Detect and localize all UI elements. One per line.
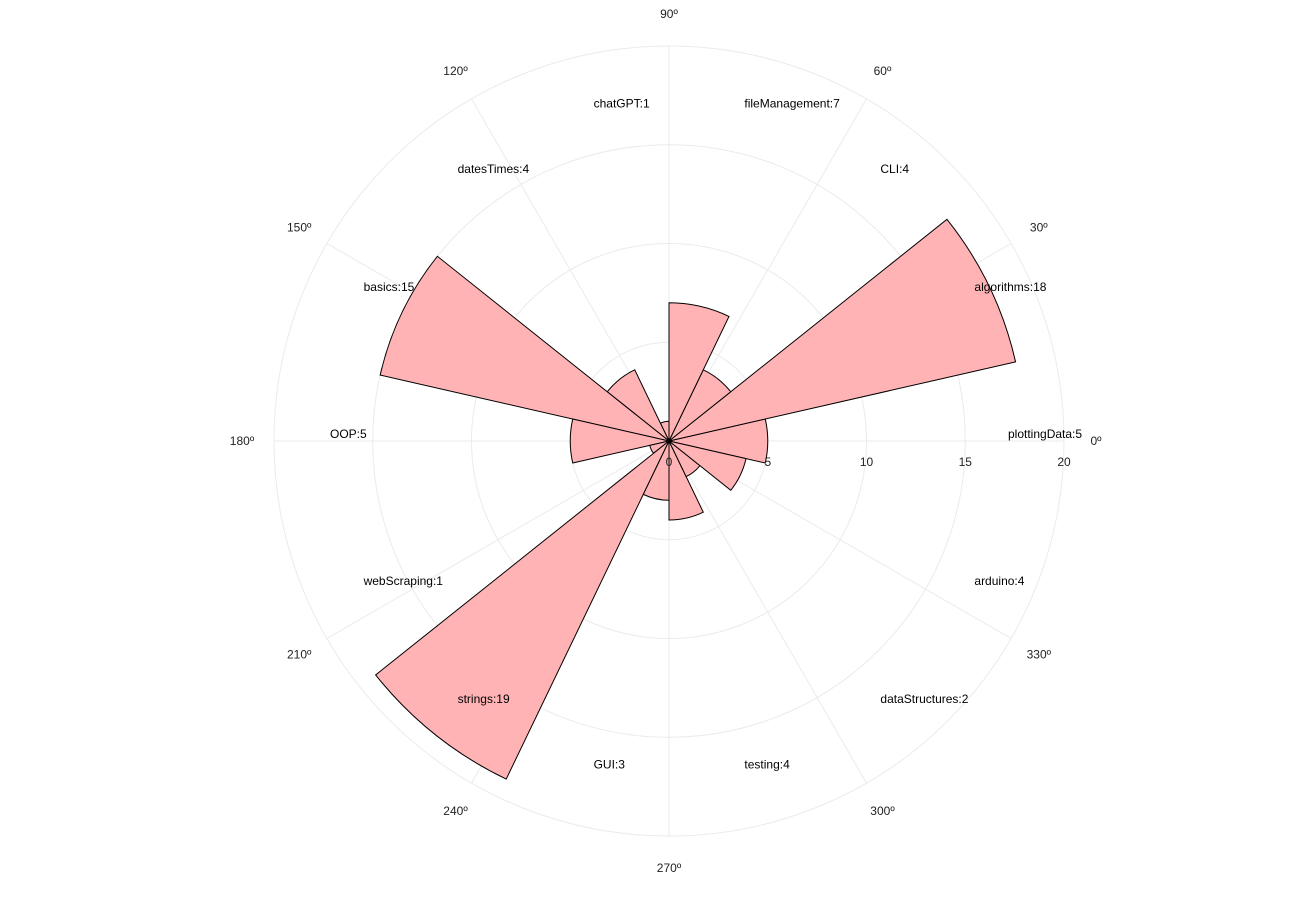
petal-fileManagement — [668, 302, 730, 442]
grid-spoke-300 — [668, 440, 867, 784]
angle-tick-label-60: 60º — [874, 64, 892, 78]
category-label-testing: testing:4 — [744, 758, 790, 772]
angle-tick-label-30: 30º — [1030, 221, 1048, 235]
radial-tick-label-5: 5 — [764, 455, 771, 469]
category-label-arduino: arduino:4 — [974, 574, 1024, 588]
radial-tick-label-20: 20 — [1057, 455, 1071, 469]
category-label-algorithms: algorithms:18 — [974, 280, 1046, 294]
petal-series — [374, 218, 1017, 780]
category-label-chatGPT: chatGPT:1 — [594, 97, 650, 111]
category-label-basics: basics:15 — [364, 280, 415, 294]
category-label-CLI: CLI:4 — [880, 162, 909, 176]
petal-algorithms — [668, 218, 1017, 442]
radial-tick-label-10: 10 — [860, 455, 874, 469]
angular-axis: 0º 30º 60º 90º 120º 150º 180º 210º 240º 270º 300º 3… — [230, 7, 1102, 875]
grid-spoke-210 — [326, 440, 670, 639]
angle-tick-label-0: 0º — [1090, 434, 1102, 448]
category-label-OOP: OOP:5 — [330, 427, 367, 441]
category-label-dataStructures: dataStructures:2 — [880, 692, 968, 706]
angle-tick-label-90: 90º — [660, 7, 678, 21]
petal-testing — [668, 440, 704, 521]
category-label-GUI: GUI:3 — [594, 758, 626, 772]
category-label-plottingData: plottingData:5 — [1008, 427, 1082, 441]
angle-tick-label-270: 270º — [657, 861, 682, 875]
category-label-webScraping: webScraping:1 — [363, 574, 444, 588]
angle-tick-label-120: 120º — [443, 64, 468, 78]
angle-tick-label-300: 300º — [870, 804, 895, 818]
category-label-datesTimes: datesTimes:4 — [458, 162, 530, 176]
petal-basics — [379, 255, 670, 442]
radial-tick-label-0: 0 — [666, 455, 673, 469]
angle-tick-label-180: 180º — [230, 434, 255, 448]
petal-strings — [374, 440, 670, 780]
petal-OOP — [569, 418, 670, 464]
radial-tick-label-15: 15 — [959, 455, 973, 469]
category-labels: plottingData:5 algorithms:18 CLI:4 fileMana… — [330, 97, 1082, 772]
angle-tick-label-240: 240º — [443, 804, 468, 818]
petal-arduino — [668, 440, 747, 491]
radial-axis: 0 5 10 15 20 — [666, 455, 1071, 469]
angle-tick-label-150: 150º — [287, 221, 312, 235]
angle-tick-label-330: 330º — [1027, 648, 1052, 662]
angle-tick-label-210: 210º — [287, 648, 312, 662]
category-label-fileManagement: fileManagement:7 — [744, 97, 840, 111]
category-label-strings: strings:19 — [458, 692, 510, 706]
